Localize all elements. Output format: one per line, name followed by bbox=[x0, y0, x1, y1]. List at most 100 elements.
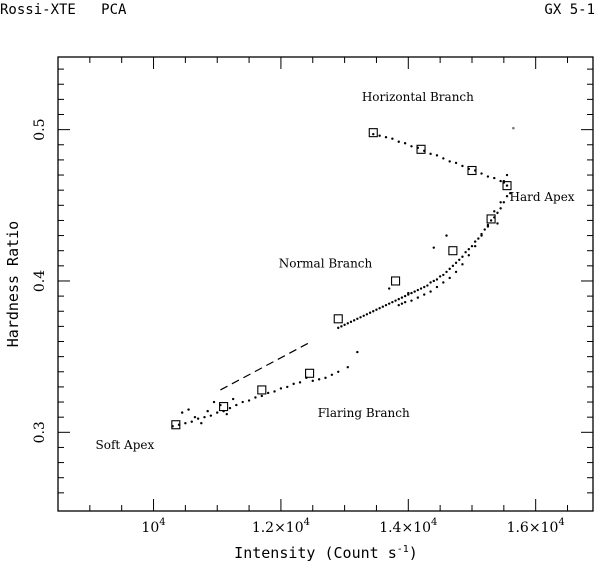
data-point bbox=[454, 161, 458, 165]
data-point bbox=[337, 326, 340, 330]
data-point bbox=[400, 296, 404, 299]
data-point bbox=[473, 244, 477, 248]
data-point bbox=[225, 412, 228, 416]
data-point bbox=[505, 184, 509, 187]
data-point bbox=[426, 284, 429, 287]
data-point bbox=[391, 137, 394, 140]
square-marker bbox=[171, 420, 181, 430]
data-point bbox=[496, 211, 499, 215]
data-point bbox=[461, 164, 464, 168]
data-point bbox=[442, 281, 445, 284]
data-point bbox=[372, 132, 375, 136]
header-right: GX 5-1 bbox=[544, 2, 595, 18]
data-point bbox=[442, 273, 445, 277]
square-marker bbox=[333, 314, 343, 324]
square-marker bbox=[257, 385, 267, 395]
data-point bbox=[407, 291, 410, 295]
data-point bbox=[413, 290, 416, 293]
square-marker bbox=[467, 165, 477, 176]
data-point bbox=[206, 409, 209, 413]
square-marker bbox=[416, 144, 426, 154]
data-point bbox=[435, 285, 439, 289]
data-point bbox=[410, 291, 413, 295]
data-point bbox=[254, 396, 257, 399]
data-point bbox=[410, 145, 413, 148]
data-point bbox=[505, 173, 509, 177]
y-tick-label: 0.3 bbox=[32, 421, 48, 443]
header-left: Rossi-XTE PCA bbox=[0, 2, 127, 18]
data-point bbox=[454, 261, 458, 265]
data-point bbox=[196, 417, 200, 420]
data-point bbox=[384, 136, 388, 139]
data-point bbox=[423, 285, 426, 289]
data-point bbox=[419, 287, 423, 290]
branch-label: Hard Apex bbox=[510, 190, 575, 204]
data-point bbox=[397, 303, 400, 307]
data-point bbox=[286, 385, 289, 389]
data-point bbox=[330, 373, 334, 376]
data-point bbox=[400, 302, 404, 305]
data-point bbox=[387, 287, 391, 290]
data-point bbox=[429, 290, 432, 293]
data-point bbox=[403, 300, 407, 304]
data-point bbox=[356, 350, 359, 354]
data-point bbox=[445, 234, 448, 237]
data-point bbox=[317, 378, 321, 381]
data-point bbox=[435, 154, 439, 157]
data-point bbox=[187, 408, 190, 411]
x-tick-label: 1.6×104 bbox=[507, 517, 565, 536]
square-marker bbox=[368, 128, 378, 138]
data-point bbox=[298, 381, 302, 384]
data-point bbox=[378, 307, 381, 310]
data-point bbox=[394, 299, 397, 302]
x-tick-label: 1.2×104 bbox=[252, 517, 310, 536]
data-point bbox=[451, 264, 455, 268]
data-point bbox=[391, 300, 394, 304]
plot-frame bbox=[57, 56, 594, 512]
data-point bbox=[352, 319, 356, 322]
square-marker bbox=[486, 214, 496, 224]
square-marker bbox=[391, 276, 401, 286]
data-point bbox=[502, 201, 506, 204]
data-point bbox=[228, 406, 232, 410]
square-marker bbox=[305, 368, 315, 378]
square-markers bbox=[171, 128, 512, 430]
data-point bbox=[499, 207, 502, 210]
data-point bbox=[397, 140, 400, 143]
branch-label: Normal Branch bbox=[279, 256, 373, 270]
data-point bbox=[200, 422, 203, 425]
data-point bbox=[477, 237, 480, 240]
data-point bbox=[384, 303, 388, 307]
y-axis-label: Hardness Ratio bbox=[4, 221, 22, 347]
data-point bbox=[429, 281, 432, 284]
data-point bbox=[486, 175, 490, 178]
data-point bbox=[499, 179, 502, 183]
data-point bbox=[190, 420, 193, 423]
data-point bbox=[464, 251, 467, 254]
data-point bbox=[346, 366, 349, 369]
data-point bbox=[375, 308, 378, 311]
square-marker bbox=[219, 402, 229, 412]
data-point bbox=[432, 246, 435, 249]
data-point bbox=[362, 314, 365, 317]
data-point bbox=[203, 415, 206, 419]
y-tick-label: 0.5 bbox=[32, 119, 48, 141]
data-point bbox=[448, 276, 451, 280]
data-point bbox=[387, 302, 391, 305]
data-point bbox=[448, 160, 451, 163]
branch-label: Horizontal Branch bbox=[362, 90, 474, 104]
data-point bbox=[397, 297, 400, 301]
data-point bbox=[180, 411, 184, 414]
data-point bbox=[368, 311, 372, 314]
data-point bbox=[279, 387, 283, 390]
data-point bbox=[458, 258, 461, 261]
data-point bbox=[292, 382, 295, 386]
data-point bbox=[489, 219, 493, 222]
data-point bbox=[349, 320, 353, 324]
data-point bbox=[216, 411, 219, 414]
outlier-point bbox=[512, 126, 515, 130]
data-point bbox=[209, 414, 213, 417]
data-point bbox=[416, 288, 420, 292]
data-point bbox=[448, 267, 451, 271]
